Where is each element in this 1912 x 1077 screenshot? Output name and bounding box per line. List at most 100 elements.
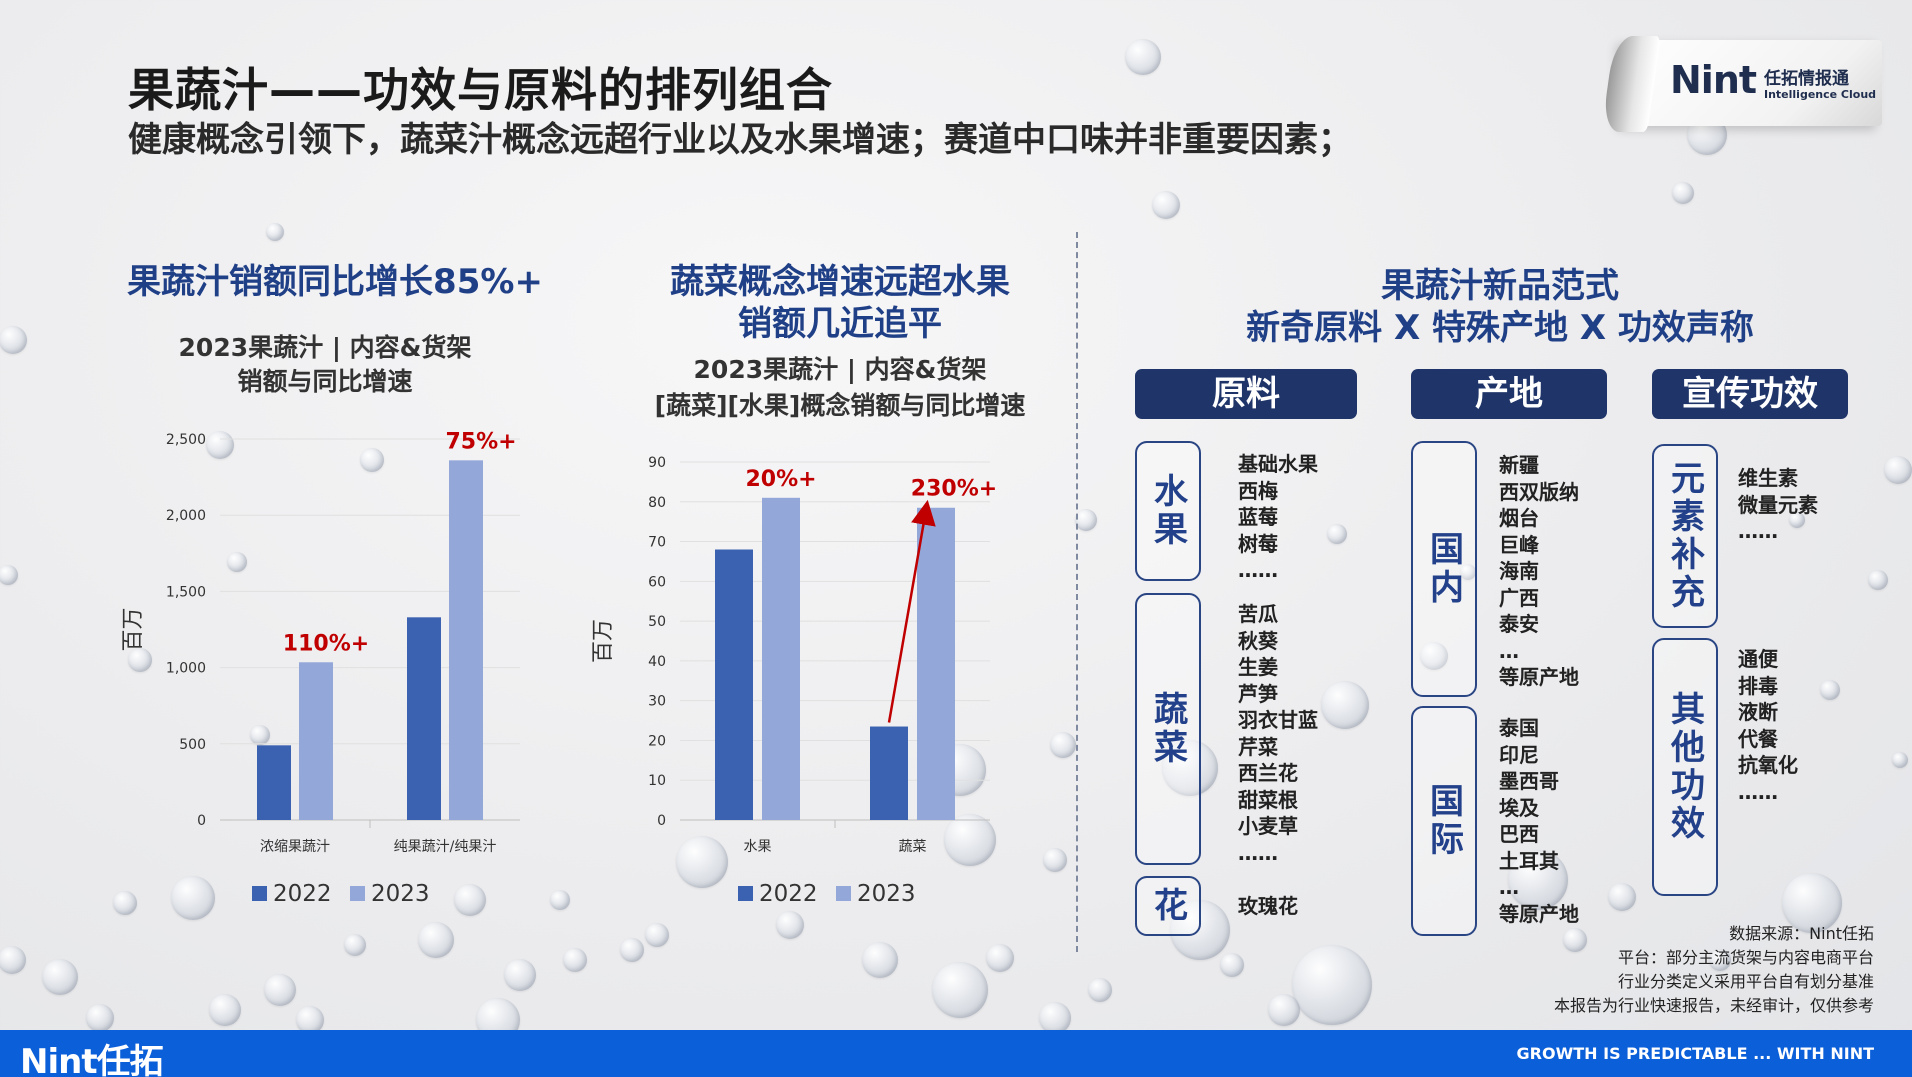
footer-logo: Nint任拓 [20, 1042, 164, 1077]
water-bubble-icon [776, 911, 804, 939]
water-bubble-icon [454, 884, 486, 916]
bar-2023-浓缩果蔬汁 [299, 662, 333, 820]
raw-fruit-list: 基础水果 西梅 蓝莓 树莓 …… [1238, 451, 1318, 584]
water-bubble-icon [563, 948, 587, 972]
list-item: 墨西哥 [1499, 769, 1559, 793]
origin-domestic-box: 国内 [1411, 441, 1477, 697]
y-tick-label: 90 [648, 455, 666, 471]
water-bubble-icon [504, 959, 536, 991]
water-bubble-icon [1563, 928, 1587, 952]
chart2-headline-line1: 蔬菜概念增速远超水果 [670, 262, 1010, 302]
chart1-subtitle: 销额与同比增速 [237, 367, 413, 396]
list-item: 甜菜根 [1238, 787, 1298, 812]
growth-annotation: 20%+ [745, 467, 816, 492]
right-headline-line2: 新奇原料 X 特殊产地 X 功效声称 [1246, 308, 1754, 348]
col-head-effect: 宣传功效 [1652, 369, 1848, 419]
water-bubble-icon [862, 942, 898, 978]
water-bubble-icon [1088, 978, 1112, 1002]
col-head-raw: 原料 [1135, 369, 1357, 419]
water-bubble-icon [42, 959, 78, 995]
logo-paper-icon [1622, 40, 1882, 126]
water-bubble-icon [676, 836, 728, 888]
chart2-title: 2023果蔬汁 | 内容&货架 [693, 355, 987, 384]
y-tick-label: 1,000 [166, 661, 206, 677]
y-tick-label: 40 [648, 654, 666, 670]
col-head-origin: 产地 [1411, 369, 1607, 419]
water-bubble-icon [1789, 512, 1805, 528]
water-bubble-icon [250, 725, 270, 745]
water-bubble-icon [113, 891, 137, 915]
water-bubble-icon [550, 890, 570, 910]
y-tick-label: 80 [648, 495, 666, 511]
list-item: 微量元素 [1738, 492, 1818, 517]
water-bubble-icon [1152, 191, 1180, 219]
y-tick-label: 30 [648, 694, 666, 710]
y-tick-label: 500 [179, 737, 206, 753]
list-item: 泰安 [1499, 612, 1539, 636]
list-item: 通便 [1738, 647, 1778, 671]
list-item: 蓝莓 [1238, 505, 1278, 529]
y-tick-label: 0 [197, 813, 206, 829]
growth-annotation: 75%+ [445, 429, 516, 454]
list-item: 西双版纳 [1499, 479, 1579, 504]
effect-element-list: 维生素 微量元素 …… [1738, 465, 1818, 545]
list-item: 广西 [1499, 585, 1539, 610]
y-tick-label: 0 [657, 813, 666, 829]
water-bubble-icon [86, 1004, 114, 1032]
water-bubble-icon [1460, 564, 1476, 580]
water-bubble-icon [1162, 740, 1218, 796]
bar-2023-蔬菜 [917, 507, 955, 820]
list-item: … [1499, 638, 1519, 663]
nint-logo: Nint 任拓情报通 Intelligence Cloud [1601, 36, 1882, 132]
raw-vegetable-list: 苦瓜 秋葵 生姜 芦笋 羽衣甘蓝 芹菜 西兰花 甜菜根 小麦草 …… [1238, 601, 1318, 866]
x-tick-label: 水果 [744, 839, 772, 855]
list-item: …… [1238, 558, 1278, 582]
list-item: 印尼 [1499, 742, 1539, 767]
water-bubble-icon [128, 648, 152, 672]
list-item: 新疆 [1499, 453, 1539, 477]
list-item: 维生素 [1738, 466, 1798, 490]
list-item: 西兰花 [1238, 761, 1298, 785]
effect-element-box: 元素补充 [1652, 444, 1718, 628]
list-item: 烟台 [1499, 506, 1539, 530]
list-item: …… [1738, 779, 1778, 804]
list-item: 液断 [1738, 700, 1778, 724]
legend-swatch-2023 [350, 886, 365, 901]
source-line: 数据来源：Nint任拓 [1729, 924, 1874, 943]
footer-slogan: GROWTH IS PREDICTABLE ... WITH NINT [1516, 1044, 1874, 1063]
growth-annotation: 230%+ [911, 477, 997, 502]
list-item: 排毒 [1738, 673, 1778, 698]
bar-2023-水果 [762, 497, 800, 820]
water-bubble-icon [932, 962, 988, 1018]
water-bubble-icon [1782, 873, 1842, 933]
logo-mark: Nint [1670, 58, 1757, 102]
list-item: …… [1738, 519, 1778, 543]
list-item: 巴西 [1499, 822, 1539, 846]
water-bubble-icon [209, 994, 241, 1026]
water-bubble-icon [1220, 953, 1244, 977]
water-bubble-icon [986, 944, 1014, 972]
section-divider [1076, 232, 1078, 952]
list-item: 羽衣甘蓝 [1238, 708, 1318, 732]
raw-flower-box: 花 [1135, 876, 1201, 936]
list-item: 树莓 [1238, 531, 1278, 556]
water-bubble-icon [418, 922, 454, 958]
legend-swatch-2023 [836, 886, 851, 901]
legend-swatch-2022 [252, 886, 267, 901]
raw-vegetable-box: 蔬菜 [1135, 593, 1201, 865]
source-line: 平台：部分主流货架与内容电商平台 [1617, 948, 1874, 967]
water-bubble-icon [1321, 681, 1369, 729]
origin-international-list: 泰国 印尼 墨西哥 埃及 巴西 土耳其 … 等原产地 [1499, 715, 1579, 927]
water-bubble-icon [1268, 994, 1300, 1026]
x-tick-label: 浓缩果蔬汁 [260, 839, 330, 855]
page-subtitle: 健康概念引领下，蔬菜汁概念远超行业以及水果增速；赛道中口味并非重要因素； [128, 120, 1352, 160]
water-bubble-icon [1125, 39, 1161, 75]
list-item: 巨峰 [1499, 532, 1539, 557]
water-bubble-icon [645, 923, 669, 947]
water-bubble-icon [266, 223, 284, 241]
water-bubble-icon [1075, 509, 1097, 531]
legend-label-2023: 2023 [371, 881, 430, 907]
water-bubble-icon [264, 974, 296, 1006]
water-bubble-icon [1508, 850, 1568, 910]
